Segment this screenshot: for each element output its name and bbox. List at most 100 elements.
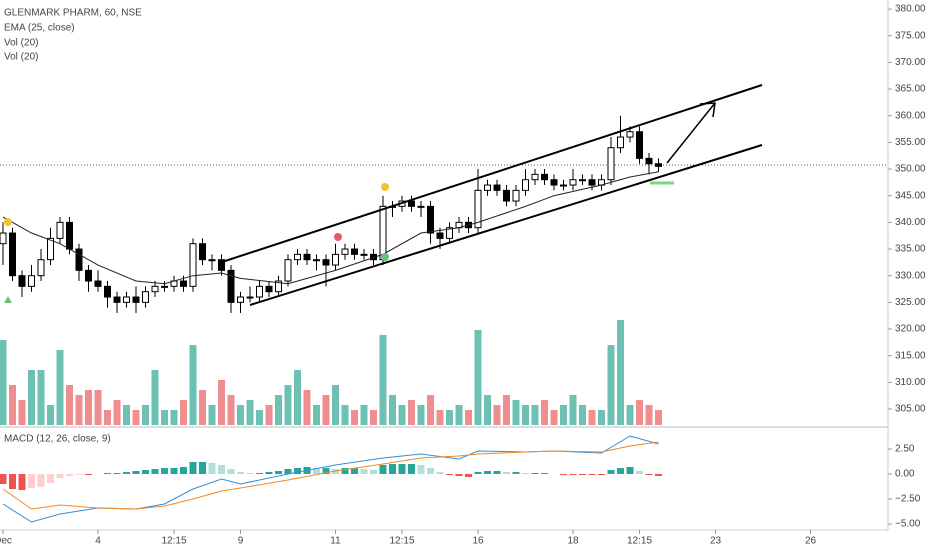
- candle-body: [522, 179, 529, 191]
- candle-body: [645, 157, 653, 165]
- volume-bar: [18, 400, 26, 425]
- candle-body: [569, 179, 577, 186]
- macd-histogram-bar: [626, 467, 634, 474]
- x-tick-label: 18: [567, 536, 579, 547]
- macd-histogram-bar: [132, 471, 140, 474]
- volume-bar: [180, 400, 187, 425]
- candle-body: [294, 253, 301, 261]
- legend-entry: Vol (20): [4, 52, 38, 63]
- macd-histogram-bar: [170, 468, 178, 474]
- volume-bar: [227, 395, 235, 425]
- candle-body: [0, 232, 7, 245]
- volume-bar: [170, 410, 178, 425]
- signal-dot: [381, 183, 389, 191]
- candle-body: [655, 163, 662, 167]
- macd-histogram-bar: [246, 473, 254, 474]
- y-tick-label: 330.00: [895, 270, 926, 281]
- y-tick-label: 325.00: [895, 297, 926, 308]
- macd-histogram-bar: [417, 465, 425, 474]
- volume-bar: [541, 400, 548, 425]
- volume-bar: [550, 410, 558, 425]
- macd-histogram-bar: [37, 474, 45, 487]
- volume-bar: [484, 395, 491, 425]
- candle-body: [303, 253, 311, 261]
- volume-bar: [9, 385, 16, 425]
- macd-histogram-bar: [104, 473, 111, 474]
- volume-bar: [66, 385, 73, 425]
- volume-bar: [341, 405, 349, 425]
- volume-bar: [474, 330, 482, 425]
- x-tick-label: Dec: [0, 536, 12, 547]
- legend-title: GLENMARK PHARM, 60, NSE: [4, 8, 142, 19]
- volume-bar: [132, 410, 140, 425]
- y-tick-label: 355.00: [895, 137, 926, 148]
- volume-bar: [199, 390, 206, 425]
- candle-body: [94, 280, 102, 287]
- candle-body: [626, 131, 634, 138]
- volume-bar: [322, 395, 330, 425]
- y-tick-label: 335.00: [895, 244, 926, 255]
- y-tick-label: 310.00: [895, 377, 926, 388]
- candle-body: [256, 285, 263, 298]
- macd-histogram-bar: [455, 474, 463, 476]
- macd-histogram-bar: [56, 474, 64, 478]
- candle-body: [47, 237, 54, 261]
- macd-histogram-bar: [0, 474, 7, 484]
- volume-bar: [389, 395, 396, 425]
- volume-bar: [636, 400, 643, 425]
- drawings: [4, 84, 763, 306]
- volume-bar: [598, 410, 605, 425]
- y-tick-label: 365.00: [895, 84, 926, 95]
- macd-histogram-bar: [588, 474, 596, 475]
- volume-bar: [626, 405, 634, 425]
- macd-histogram-bar: [427, 468, 434, 474]
- x-tick-label: 4: [95, 536, 101, 547]
- y-tick-label: 0.00: [895, 469, 915, 480]
- volume-bar: [370, 410, 377, 425]
- candle-body: [341, 248, 349, 255]
- macd-histogram-bar: [113, 473, 121, 474]
- y-tick-label: 380.00: [895, 4, 926, 15]
- macd-histogram-bar: [645, 474, 653, 475]
- volume-bar: [617, 320, 624, 425]
- candle-body: [360, 253, 368, 256]
- candle-body: [503, 189, 510, 202]
- volume-bar: [161, 410, 168, 425]
- volume-bar: [104, 410, 111, 425]
- volume-bar: [208, 405, 216, 425]
- volume-bar: [237, 405, 244, 425]
- volume-bar: [37, 370, 45, 425]
- channel-lower: [249, 144, 763, 306]
- macd-histogram-bar: [28, 474, 35, 488]
- volume-bar: [123, 405, 130, 425]
- macd-histogram-bar: [47, 474, 54, 483]
- y-tick-label: 350.00: [895, 164, 926, 175]
- channel-upper: [221, 84, 763, 263]
- y-tick-label: 320.00: [895, 324, 926, 335]
- y-tick-label: −2.50: [895, 494, 921, 505]
- macd-histogram-bar: [522, 473, 529, 474]
- volume-bar: [56, 350, 64, 425]
- macd-histogram-bar: [189, 462, 197, 474]
- volume-bar: [579, 405, 586, 425]
- volume-bar: [455, 405, 463, 425]
- macd-histogram-bar: [284, 469, 292, 474]
- candle-body: [474, 189, 482, 229]
- macd-histogram-bar: [598, 474, 605, 475]
- volume-bar: [142, 405, 149, 425]
- candle-body: [75, 248, 83, 271]
- macd-histogram-bar: [123, 472, 130, 474]
- volume-bar: [493, 405, 501, 425]
- candle-body: [408, 200, 415, 207]
- macd-histogram-bar: [503, 472, 510, 474]
- volume-bar: [94, 390, 102, 425]
- candle-body: [560, 184, 567, 187]
- candle-body: [85, 269, 92, 282]
- macd-histogram-bar: [636, 471, 643, 474]
- candle-body: [227, 269, 235, 303]
- volume-bar: [379, 335, 387, 425]
- macd-histogram-bar: [446, 474, 453, 475]
- macd-histogram-bar: [256, 473, 263, 474]
- candle-body: [531, 173, 539, 181]
- candle-body: [493, 184, 501, 191]
